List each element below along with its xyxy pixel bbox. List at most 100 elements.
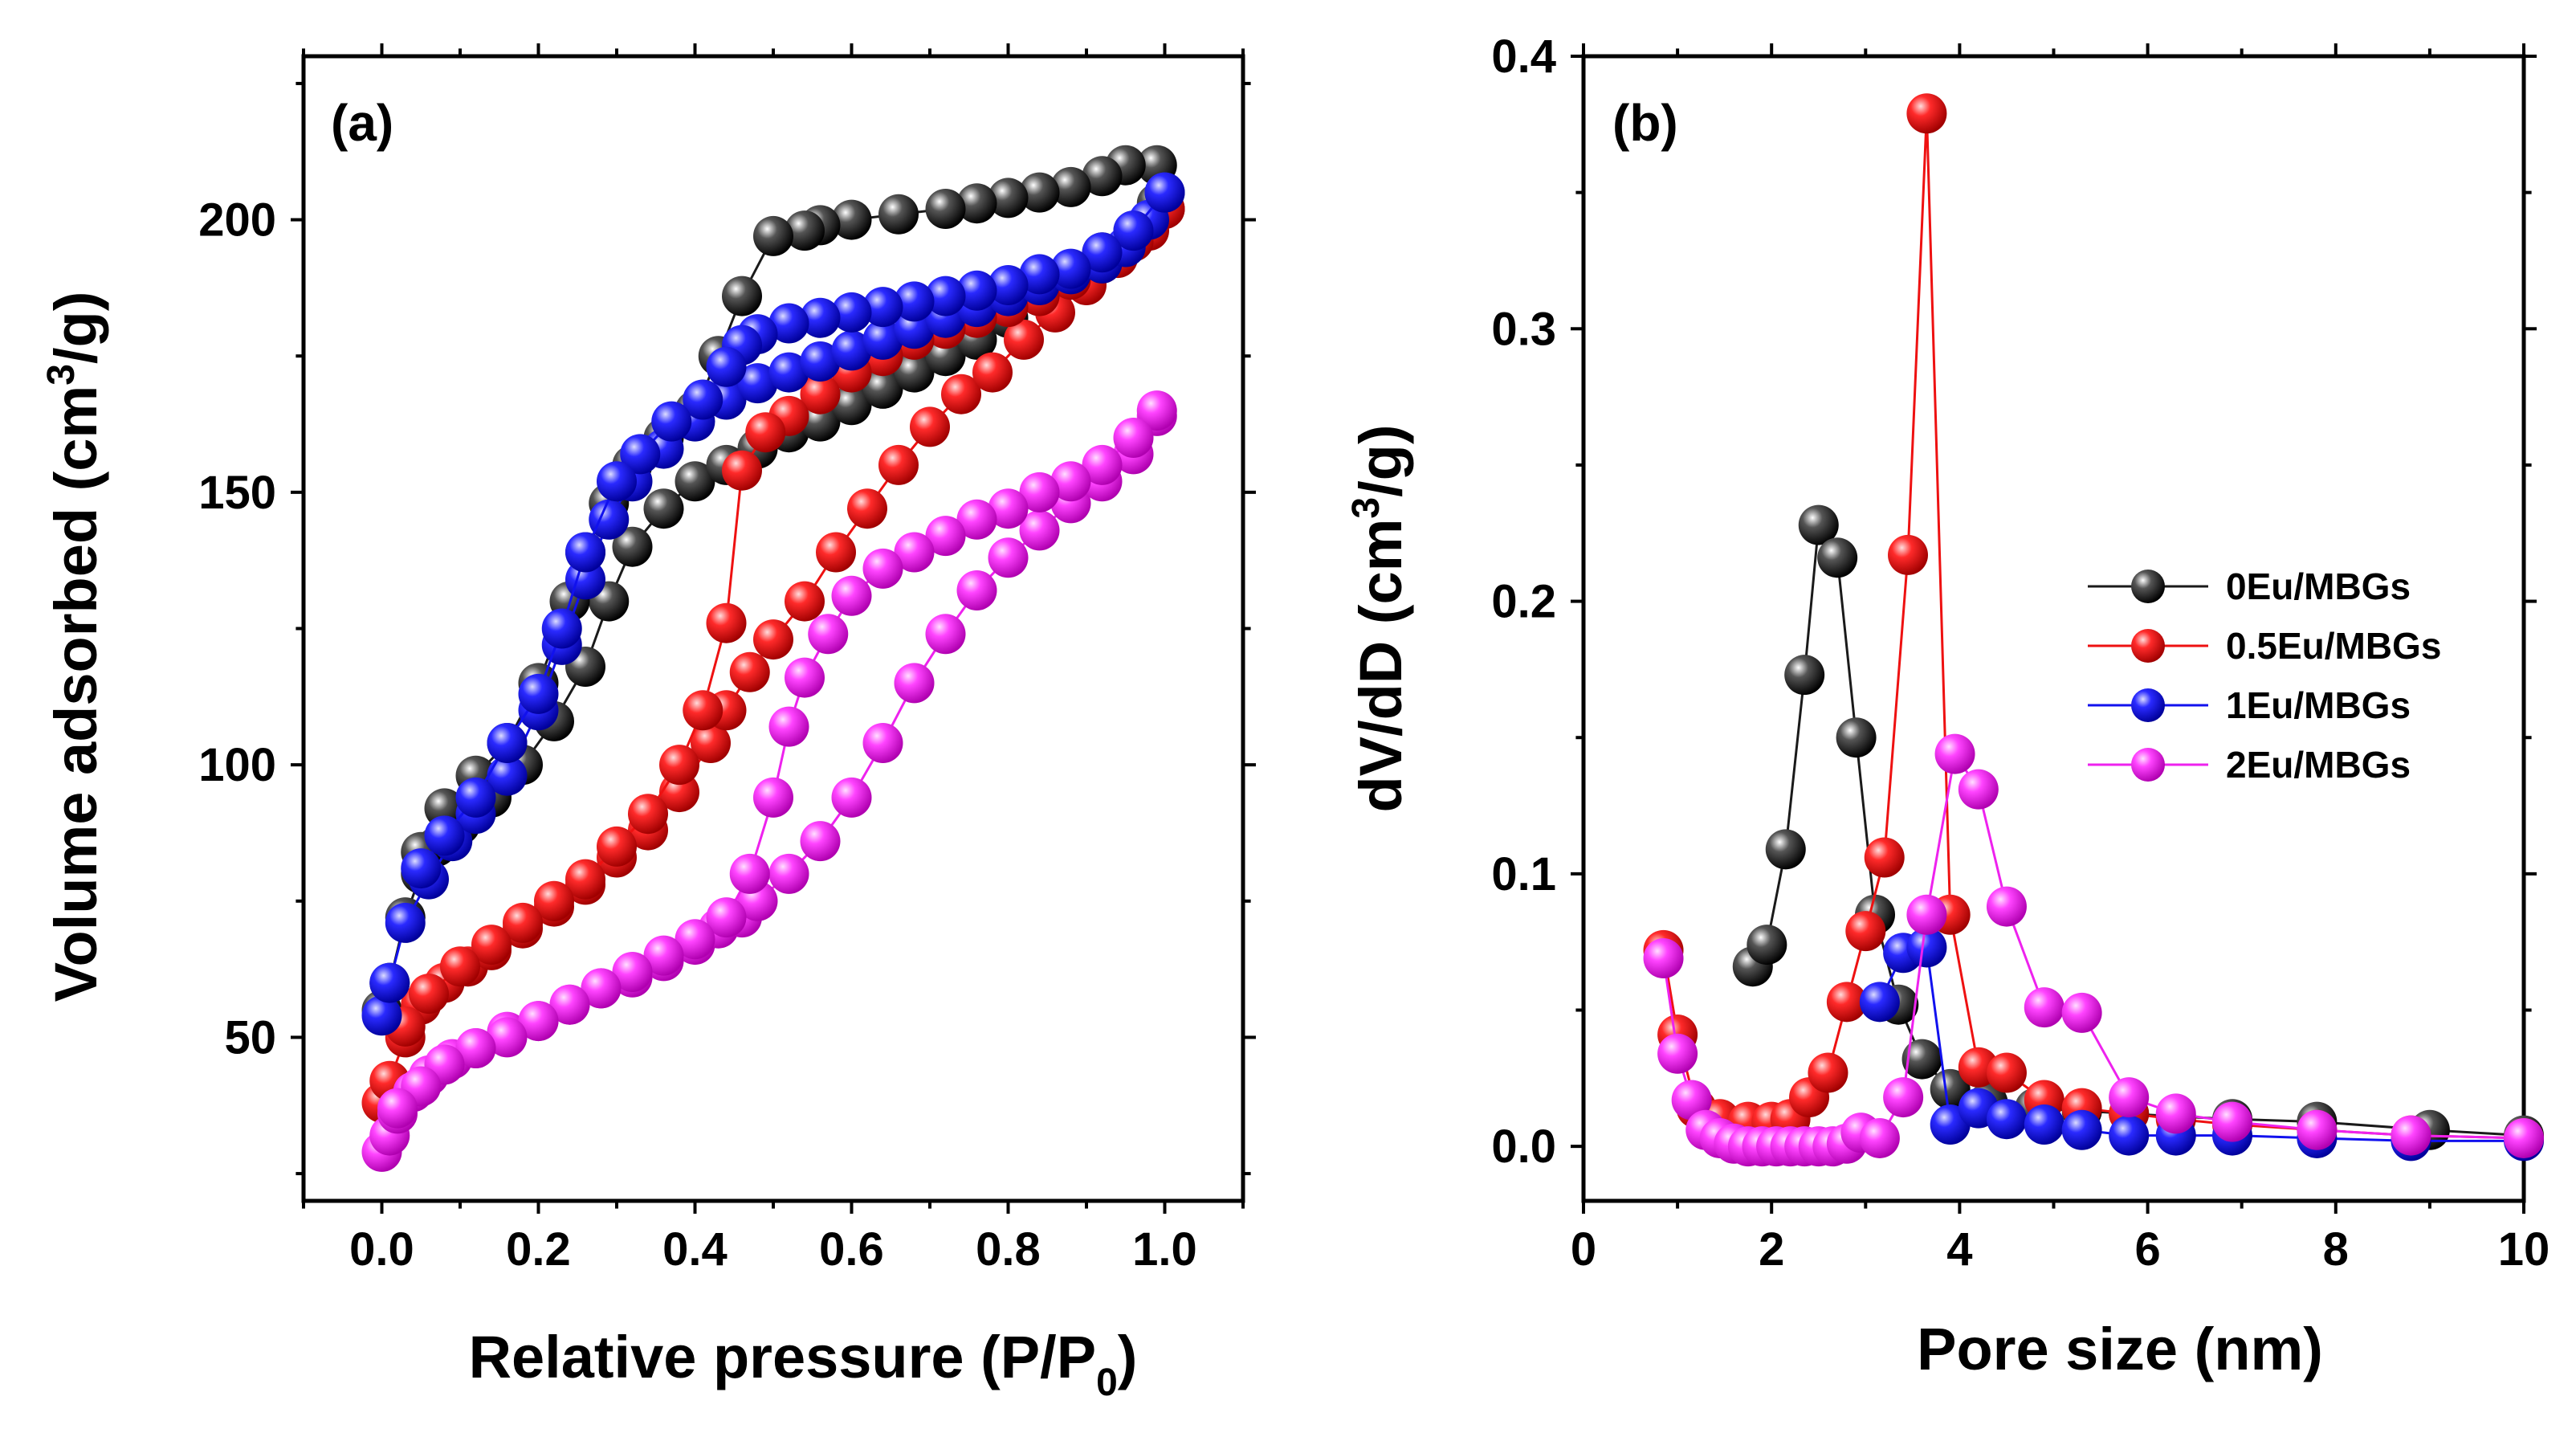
x-tick-label: 2 xyxy=(1759,1223,1784,1276)
desorption-point-2eu-mbgs xyxy=(785,657,825,698)
desorption-point-1eu-mbgs xyxy=(768,303,809,344)
pore-size-point-0-5eu-mbgs xyxy=(1864,837,1905,878)
desorption-point-0-5eu-mbgs xyxy=(597,826,637,867)
y-tick-label: 50 xyxy=(224,1011,276,1064)
desorption-point-2eu-mbgs xyxy=(706,897,747,938)
pore-size-point-2eu-mbgs xyxy=(2211,1101,2252,1142)
desorption-point-0-5eu-mbgs xyxy=(800,374,841,414)
adsorption-point-2eu-mbgs xyxy=(862,723,903,763)
desorption-point-1eu-mbgs xyxy=(620,434,661,475)
pore-size-point-0eu-mbgs xyxy=(1836,717,1877,758)
y-tick-label: 0.1 xyxy=(1491,848,1556,900)
adsorption-point-1eu-mbgs xyxy=(361,995,402,1036)
desorption-point-2eu-mbgs xyxy=(612,952,653,992)
pore-size-point-2eu-mbgs xyxy=(2024,987,2064,1028)
desorption-point-0-5eu-mbgs xyxy=(409,974,449,1015)
desorption-point-0eu-mbgs xyxy=(925,189,966,229)
pore-size-point-2eu-mbgs xyxy=(1671,1080,1712,1121)
desorption-point-0-5eu-mbgs xyxy=(683,690,723,731)
adsorption-point-0-5eu-mbgs xyxy=(910,406,950,447)
desorption-point-1eu-mbgs xyxy=(424,815,465,856)
legend-label-2eu-mbgs: 2Eu/MBGs xyxy=(2226,744,2411,786)
adsorption-point-1eu-mbgs xyxy=(589,499,630,540)
desorption-point-1eu-mbgs xyxy=(683,379,723,420)
desorption-point-1eu-mbgs xyxy=(706,346,747,387)
desorption-point-1eu-mbgs xyxy=(651,401,692,442)
desorption-point-1eu-mbgs xyxy=(597,461,637,502)
pore-size-point-1eu-mbgs xyxy=(2024,1104,2064,1145)
pore-size-point-1eu-mbgs xyxy=(2061,1109,2102,1150)
y-tick-label: 200 xyxy=(198,194,276,247)
desorption-point-0eu-mbgs xyxy=(1050,166,1091,207)
adsorption-point-2eu-mbgs xyxy=(894,663,935,704)
y-tick-label: 100 xyxy=(198,739,276,791)
legend-marker-1eu-mbgs xyxy=(2131,688,2165,722)
desorption-point-2eu-mbgs xyxy=(925,516,966,557)
adsorption-point-0-5eu-mbgs xyxy=(816,532,856,573)
desorption-point-0eu-mbgs xyxy=(878,194,919,235)
desorption-point-1eu-mbgs xyxy=(1019,254,1060,295)
desorption-point-2eu-mbgs xyxy=(753,777,793,818)
legend: 0Eu/MBGs 0.5Eu/MBGs 1Eu/MBGs 2Eu/MBGs xyxy=(2088,565,2441,786)
adsorption-point-2eu-mbgs xyxy=(956,570,997,610)
desorption-point-2eu-mbgs xyxy=(581,968,622,1009)
y-tick-label: 0.2 xyxy=(1491,576,1556,628)
desorption-point-0eu-mbgs xyxy=(753,215,793,256)
x-tick-label: 0.8 xyxy=(976,1223,1041,1276)
panel-b-x-axis-title: Pore size (nm) xyxy=(1917,1316,2323,1382)
y-tick-label: 0.0 xyxy=(1491,1121,1556,1173)
desorption-point-2eu-mbgs xyxy=(1113,418,1154,458)
desorption-point-1eu-mbgs xyxy=(956,270,997,311)
desorption-point-1eu-mbgs xyxy=(565,532,605,573)
desorption-point-2eu-mbgs xyxy=(1082,444,1123,485)
desorption-point-0eu-mbgs xyxy=(956,183,997,224)
desorption-point-1eu-mbgs xyxy=(1144,172,1185,213)
panel-a-label: (a) xyxy=(331,94,393,152)
y-tick-label: 0.3 xyxy=(1491,303,1556,355)
desorption-point-2eu-mbgs xyxy=(1136,390,1177,431)
adsorption-point-0-5eu-mbgs xyxy=(691,723,731,763)
x-tick-label: 6 xyxy=(2134,1223,2160,1276)
adsorption-point-2eu-mbgs xyxy=(988,537,1029,578)
desorption-point-0eu-mbgs xyxy=(722,276,762,316)
adsorption-point-2eu-mbgs xyxy=(800,821,841,862)
adsorption-point-1eu-mbgs xyxy=(737,363,778,404)
desorption-point-0-5eu-mbgs xyxy=(534,880,574,921)
pore-size-point-0-5eu-mbgs xyxy=(1845,911,1886,952)
panel-a-isotherm-chart: Relative pressure (P/P0) Volume adsorbed… xyxy=(40,43,1256,1404)
x-tick-label: 4 xyxy=(1946,1223,1972,1276)
desorption-point-2eu-mbgs xyxy=(862,548,903,589)
desorption-point-1eu-mbgs xyxy=(894,281,935,322)
desorption-point-1eu-mbgs xyxy=(1082,232,1123,273)
panel-a-y-axis-title: Volume adsorbed (cm3/g) xyxy=(40,292,109,1002)
x-tick-label: 8 xyxy=(2323,1223,2349,1276)
adsorption-point-0-5eu-mbgs xyxy=(1004,319,1044,360)
pore-size-point-2eu-mbgs xyxy=(2061,992,2102,1033)
pore-size-point-2eu-mbgs xyxy=(1643,938,1684,979)
adsorption-point-0-5eu-mbgs xyxy=(941,374,981,414)
pore-size-point-0-5eu-mbgs xyxy=(1906,93,1947,134)
desorption-point-1eu-mbgs xyxy=(831,292,872,333)
desorption-point-1eu-mbgs xyxy=(925,276,966,316)
desorption-point-2eu-mbgs xyxy=(808,614,849,655)
pore-size-point-1eu-mbgs xyxy=(1906,927,1947,968)
x-tick-label: 0 xyxy=(1571,1223,1596,1276)
pore-size-line-0eu-mbgs xyxy=(1751,521,2525,1137)
x-tick-label: 0.6 xyxy=(819,1223,884,1276)
desorption-point-2eu-mbgs xyxy=(956,499,997,540)
desorption-point-0-5eu-mbgs xyxy=(565,859,605,900)
pore-size-point-2eu-mbgs xyxy=(1906,894,1947,935)
x-tick-label: 0.0 xyxy=(349,1223,414,1276)
desorption-point-2eu-mbgs xyxy=(831,575,872,616)
adsorption-point-0-5eu-mbgs xyxy=(847,488,887,529)
adsorption-point-0eu-mbgs xyxy=(612,526,653,567)
desorption-point-1eu-mbgs xyxy=(518,673,559,714)
pore-size-point-0eu-mbgs xyxy=(1930,1068,1971,1109)
legend-label-1eu-mbgs: 1Eu/MBGs xyxy=(2226,684,2411,726)
pore-size-point-0eu-mbgs xyxy=(1784,655,1825,696)
pore-size-point-2eu-mbgs xyxy=(2109,1077,2150,1118)
x-tick-label: 0.4 xyxy=(662,1223,728,1276)
desorption-point-0-5eu-mbgs xyxy=(471,925,512,966)
desorption-point-0-5eu-mbgs xyxy=(722,450,762,491)
desorption-point-2eu-mbgs xyxy=(675,919,715,960)
